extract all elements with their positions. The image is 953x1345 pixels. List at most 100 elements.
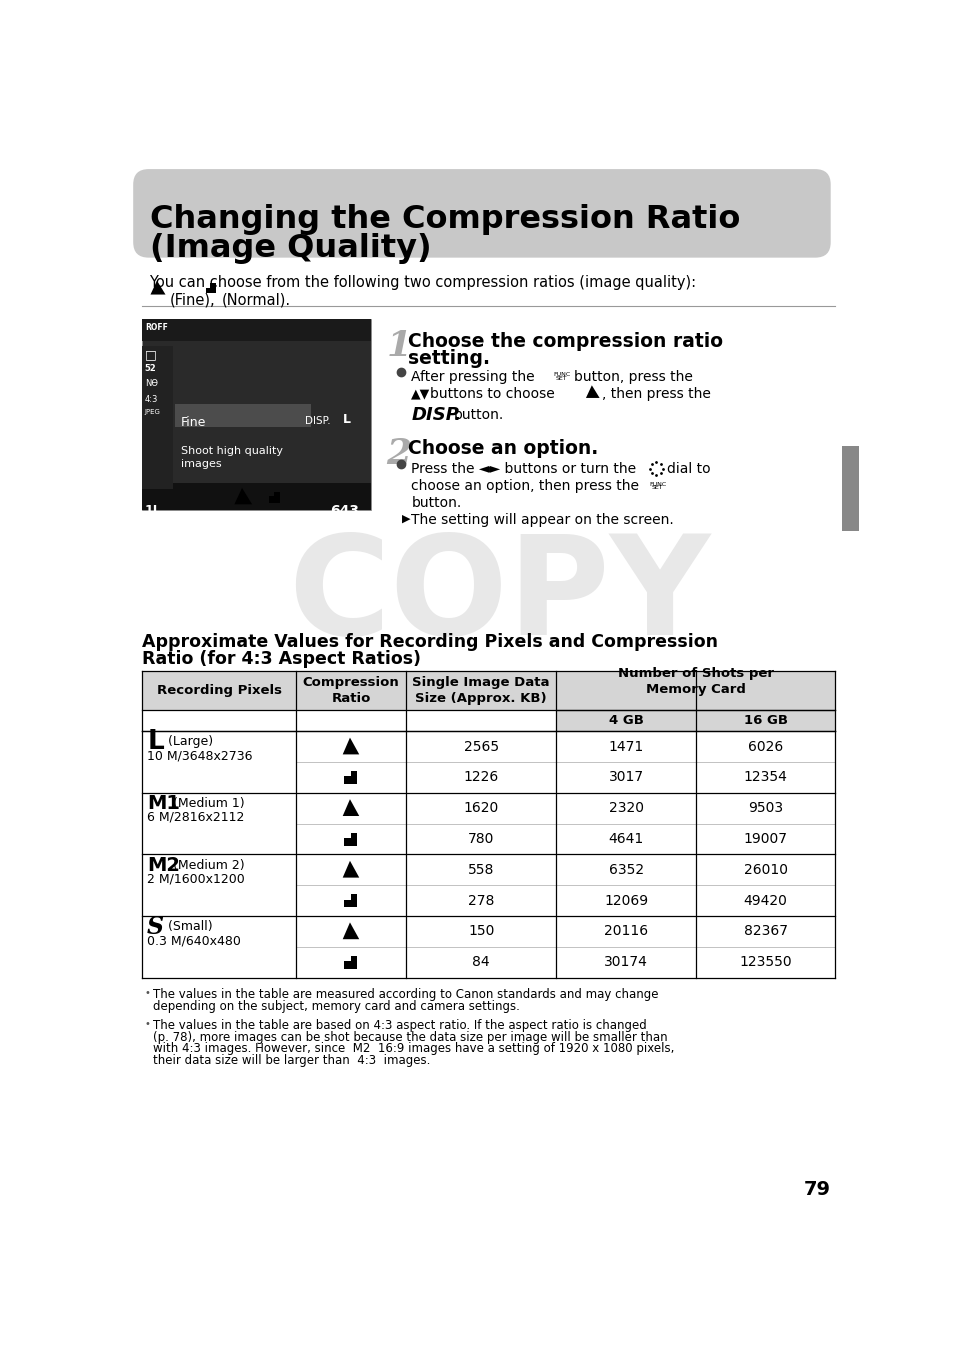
Text: M2: M2 (147, 855, 180, 874)
Text: FUNC: FUNC (649, 482, 666, 487)
Text: JPEG: JPEG (145, 409, 160, 414)
Text: 780: 780 (468, 833, 494, 846)
Text: button, press the: button, press the (574, 370, 692, 385)
Text: (Fine),: (Fine), (170, 292, 215, 307)
Text: DISP.: DISP. (305, 416, 331, 425)
Text: 49420: 49420 (743, 893, 787, 908)
Text: 6 M/2816x2112: 6 M/2816x2112 (147, 811, 244, 824)
Text: •: • (145, 989, 151, 998)
Text: 1620: 1620 (463, 802, 498, 815)
Text: Shoot high quality: Shoot high quality (181, 447, 283, 456)
Text: After pressing the: After pressing the (411, 370, 535, 385)
Text: 123550: 123550 (739, 955, 791, 970)
Polygon shape (342, 737, 359, 755)
Text: 16 GB: 16 GB (742, 714, 787, 726)
Text: 2: 2 (386, 437, 412, 471)
Text: You can choose from the following two compression ratios (image quality):: You can choose from the following two co… (149, 276, 695, 291)
Bar (142, 346, 173, 488)
Polygon shape (344, 771, 357, 784)
Text: 84: 84 (472, 955, 490, 970)
Text: 9503: 9503 (747, 802, 782, 815)
Text: S: S (147, 915, 164, 939)
Text: 1: 1 (386, 330, 412, 363)
Bar (142, 319, 371, 340)
Text: 3017: 3017 (608, 771, 643, 784)
Text: NѲ: NѲ (145, 379, 157, 389)
Text: 4 GB: 4 GB (608, 714, 643, 726)
Text: Number of Shots per
Memory Card: Number of Shots per Memory Card (618, 667, 773, 695)
Text: COPY: COPY (288, 529, 709, 664)
Text: 150: 150 (468, 924, 494, 939)
Text: Changing the Compression Ratio: Changing the Compression Ratio (150, 203, 740, 235)
Text: , then press the: , then press the (601, 387, 710, 401)
Text: 12354: 12354 (743, 771, 787, 784)
Text: ▶: ▶ (402, 514, 410, 523)
Bar (174, 404, 311, 428)
Polygon shape (342, 861, 359, 877)
Polygon shape (344, 833, 357, 846)
Text: Fine: Fine (181, 416, 207, 429)
Text: M1: M1 (147, 794, 180, 814)
Text: 2565: 2565 (463, 740, 498, 753)
Text: 1226: 1226 (463, 771, 498, 784)
Polygon shape (234, 488, 252, 504)
Text: The values in the table are measured according to Canon standards and may change: The values in the table are measured acc… (153, 989, 659, 1002)
Text: their data size will be larger than  4:3  images.: their data size will be larger than 4:3 … (153, 1054, 430, 1067)
Text: SET: SET (652, 486, 663, 491)
Text: Recording Pixels: Recording Pixels (156, 683, 281, 697)
Polygon shape (585, 385, 599, 398)
FancyBboxPatch shape (133, 169, 830, 258)
Text: 20116: 20116 (603, 924, 647, 939)
Text: ROFF: ROFF (145, 323, 168, 332)
Text: DISP.: DISP. (411, 406, 461, 424)
Text: Press the ◄► buttons or turn the: Press the ◄► buttons or turn the (411, 463, 636, 476)
Text: 2320: 2320 (608, 802, 643, 815)
Text: 643: 643 (330, 504, 358, 518)
Text: Single Image Data
Size (Approx. KB): Single Image Data Size (Approx. KB) (412, 677, 549, 705)
Bar (556, 710, 835, 732)
Text: 26010: 26010 (742, 862, 787, 877)
Text: (Image Quality): (Image Quality) (150, 233, 432, 264)
Text: 4641: 4641 (608, 833, 643, 846)
Text: with 4:3 images. However, since  M2  16:9 images have a setting of 1920 x 1080 p: with 4:3 images. However, since M2 16:9 … (153, 1042, 674, 1056)
Text: depending on the subject, memory card and camera settings.: depending on the subject, memory card an… (153, 999, 519, 1013)
Text: 19007: 19007 (742, 833, 787, 846)
Text: setting.: setting. (408, 348, 490, 367)
Text: dial to: dial to (666, 463, 710, 476)
Text: images: images (181, 460, 222, 469)
Bar (142, 483, 371, 510)
Text: (Normal).: (Normal). (221, 292, 291, 307)
Text: 2 M/1600x1200: 2 M/1600x1200 (147, 873, 245, 885)
Text: (Medium 2): (Medium 2) (169, 858, 244, 872)
Polygon shape (342, 923, 359, 939)
Text: 79: 79 (802, 1180, 830, 1200)
Bar (142, 671, 835, 710)
Text: 12069: 12069 (603, 893, 647, 908)
Text: FUNC: FUNC (553, 373, 570, 377)
Text: SET: SET (556, 377, 567, 381)
Text: L: L (147, 729, 164, 755)
Text: Compression
Ratio: Compression Ratio (302, 677, 399, 705)
Text: Choose the compression ratio: Choose the compression ratio (408, 332, 722, 351)
Text: (p. 78), more images can be shot because the data size per image will be smaller: (p. 78), more images can be shot because… (153, 1030, 667, 1044)
Polygon shape (206, 284, 215, 293)
Text: 82367: 82367 (742, 924, 787, 939)
Text: 0.3 M/640x480: 0.3 M/640x480 (147, 935, 241, 947)
Polygon shape (342, 799, 359, 816)
Text: 1L: 1L (145, 504, 161, 516)
Text: 10 M/3648x2736: 10 M/3648x2736 (147, 749, 253, 763)
Text: ▲▼: ▲▼ (411, 387, 430, 399)
Text: 6026: 6026 (747, 740, 782, 753)
Text: (Medium 1): (Medium 1) (169, 798, 244, 810)
Text: L: L (342, 413, 350, 426)
Text: 30174: 30174 (603, 955, 647, 970)
Text: 558: 558 (468, 862, 494, 877)
Text: The setting will appear on the screen.: The setting will appear on the screen. (411, 514, 674, 527)
Text: 6352: 6352 (608, 862, 643, 877)
Text: •: • (145, 1020, 151, 1029)
Bar (142, 319, 371, 510)
Text: (Small): (Small) (159, 920, 212, 933)
Text: (Large): (Large) (164, 736, 213, 748)
Text: 52: 52 (145, 364, 156, 373)
Polygon shape (151, 281, 165, 295)
